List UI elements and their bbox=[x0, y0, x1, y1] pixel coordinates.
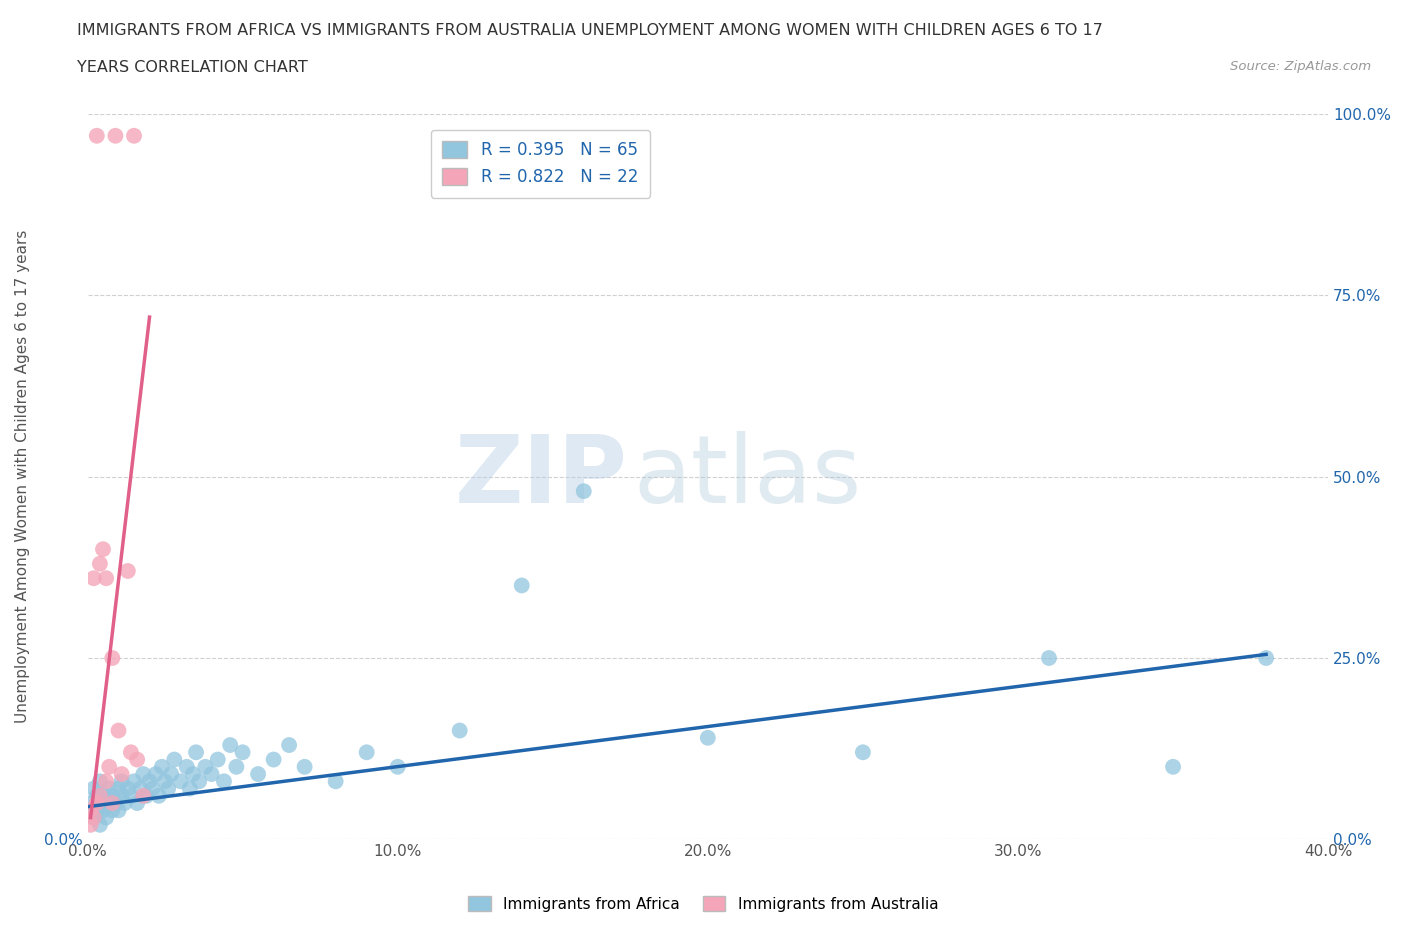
Point bbox=[122, 128, 145, 143]
Point bbox=[117, 564, 139, 578]
Point bbox=[232, 745, 254, 760]
Point bbox=[83, 571, 105, 586]
Point bbox=[89, 789, 111, 804]
Point bbox=[212, 774, 235, 789]
Text: ZIP: ZIP bbox=[454, 431, 627, 523]
Point bbox=[110, 766, 132, 781]
Point bbox=[510, 578, 533, 593]
Point bbox=[572, 484, 595, 498]
Point bbox=[263, 752, 285, 767]
Point bbox=[110, 774, 132, 789]
Point bbox=[225, 760, 247, 775]
Point bbox=[101, 789, 124, 804]
Legend: R = 0.395   N = 65, R = 0.822   N = 22: R = 0.395 N = 65, R = 0.822 N = 22 bbox=[430, 129, 650, 197]
Point bbox=[127, 796, 149, 811]
Point bbox=[325, 774, 347, 789]
Point bbox=[157, 781, 180, 796]
Point bbox=[181, 766, 204, 781]
Point bbox=[135, 789, 157, 804]
Point bbox=[160, 766, 183, 781]
Point bbox=[101, 803, 124, 817]
Text: atlas: atlas bbox=[633, 431, 862, 523]
Point bbox=[104, 128, 127, 143]
Point bbox=[94, 789, 117, 804]
Y-axis label: Unemployment Among Women with Children Ages 6 to 17 years: Unemployment Among Women with Children A… bbox=[15, 230, 30, 724]
Point bbox=[278, 737, 301, 752]
Point bbox=[200, 766, 222, 781]
Point bbox=[110, 789, 132, 804]
Point bbox=[247, 766, 270, 781]
Point bbox=[294, 760, 316, 775]
Point bbox=[107, 724, 129, 738]
Point bbox=[387, 760, 409, 775]
Point bbox=[114, 796, 136, 811]
Point bbox=[148, 789, 170, 804]
Point bbox=[83, 810, 105, 825]
Point bbox=[104, 796, 127, 811]
Point bbox=[169, 774, 191, 789]
Point bbox=[79, 817, 101, 832]
Point bbox=[86, 789, 108, 804]
Point bbox=[127, 752, 149, 767]
Point bbox=[145, 766, 167, 781]
Point bbox=[83, 810, 105, 825]
Point bbox=[89, 817, 111, 832]
Point bbox=[101, 651, 124, 666]
Point bbox=[79, 803, 101, 817]
Point bbox=[86, 803, 108, 817]
Point bbox=[107, 803, 129, 817]
Point bbox=[89, 556, 111, 571]
Point bbox=[207, 752, 229, 767]
Point bbox=[153, 774, 176, 789]
Point bbox=[89, 774, 111, 789]
Point bbox=[132, 789, 155, 804]
Point bbox=[91, 803, 114, 817]
Point bbox=[179, 781, 201, 796]
Text: YEARS CORRELATION CHART: YEARS CORRELATION CHART bbox=[77, 60, 308, 75]
Point bbox=[120, 789, 142, 804]
Point bbox=[122, 774, 145, 789]
Point bbox=[91, 796, 114, 811]
Point bbox=[98, 760, 121, 775]
Point bbox=[94, 774, 117, 789]
Point bbox=[150, 760, 173, 775]
Text: Source: ZipAtlas.com: Source: ZipAtlas.com bbox=[1230, 60, 1371, 73]
Point bbox=[94, 571, 117, 586]
Point bbox=[1256, 651, 1278, 666]
Point bbox=[176, 760, 198, 775]
Point bbox=[120, 745, 142, 760]
Point bbox=[696, 730, 718, 745]
Text: IMMIGRANTS FROM AFRICA VS IMMIGRANTS FROM AUSTRALIA UNEMPLOYMENT AMONG WOMEN WIT: IMMIGRANTS FROM AFRICA VS IMMIGRANTS FRO… bbox=[77, 23, 1104, 38]
Point bbox=[86, 128, 108, 143]
Point bbox=[184, 745, 207, 760]
Point bbox=[219, 737, 242, 752]
Point bbox=[107, 781, 129, 796]
Point bbox=[852, 745, 875, 760]
Point bbox=[188, 774, 211, 789]
Point bbox=[117, 781, 139, 796]
Point bbox=[194, 760, 217, 775]
Point bbox=[98, 796, 121, 811]
Point bbox=[83, 781, 105, 796]
Point bbox=[138, 774, 160, 789]
Point bbox=[356, 745, 378, 760]
Point bbox=[91, 542, 114, 557]
Point bbox=[132, 766, 155, 781]
Point bbox=[1161, 760, 1184, 775]
Point bbox=[86, 796, 108, 811]
Point bbox=[101, 796, 124, 811]
Point bbox=[94, 810, 117, 825]
Point bbox=[79, 796, 101, 811]
Point bbox=[1038, 651, 1060, 666]
Legend: Immigrants from Africa, Immigrants from Australia: Immigrants from Africa, Immigrants from … bbox=[461, 889, 945, 918]
Point bbox=[163, 752, 186, 767]
Point bbox=[129, 781, 152, 796]
Point bbox=[449, 724, 471, 738]
Point bbox=[142, 781, 165, 796]
Point bbox=[98, 781, 121, 796]
